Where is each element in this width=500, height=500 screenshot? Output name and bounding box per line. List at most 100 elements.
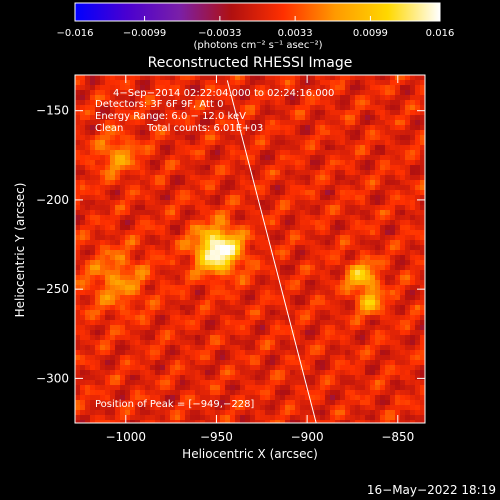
heatmap-cell [90,215,95,220]
heatmap-cell [415,170,420,175]
heatmap-cell [175,230,180,235]
heatmap-cell [410,205,415,210]
heatmap-cell [225,185,230,190]
heatmap-cell [325,360,330,365]
heatmap-cell [215,305,220,310]
heatmap-cell [315,315,320,320]
heatmap-cell [265,250,270,255]
heatmap-cell [190,365,195,370]
heatmap-cell [390,160,395,165]
heatmap-cell [140,390,145,395]
heatmap-cell [140,420,145,423]
heatmap-cell [130,325,135,330]
heatmap-cell [145,320,150,325]
heatmap-cell [215,335,220,340]
heatmap-cell [200,270,205,275]
heatmap-cell [200,125,205,130]
heatmap-cell [365,410,370,415]
heatmap-cell [125,305,130,310]
heatmap-cell [135,165,140,170]
heatmap-cell [400,330,405,335]
heatmap-cell [140,230,145,235]
heatmap-cell [160,420,165,423]
heatmap-cell [180,290,185,295]
heatmap-cell [325,300,330,305]
heatmap-cell [390,85,395,90]
heatmap-cell [130,265,135,270]
heatmap-cell [225,165,230,170]
heatmap-cell [410,270,415,275]
heatmap-cell [185,120,190,125]
heatmap-cell [350,395,355,400]
heatmap-cell [150,335,155,340]
heatmap-cell [125,420,130,423]
heatmap-cell [190,150,195,155]
heatmap-cell [135,155,140,160]
heatmap-cell [90,335,95,340]
heatmap-cell [210,210,215,215]
heatmap-cell [235,210,240,215]
heatmap-cell [195,125,200,130]
heatmap-cell [260,135,265,140]
heatmap-cell [300,180,305,185]
heatmap-cell [375,225,380,230]
heatmap-cell [120,255,125,260]
heatmap-cell [385,310,390,315]
heatmap-cell [265,315,270,320]
heatmap-cell [130,225,135,230]
heatmap-cell [240,420,245,423]
heatmap-cell [200,265,205,270]
heatmap-cell [80,110,85,115]
heatmap-cell [240,140,245,145]
heatmap-cell [340,265,345,270]
heatmap-cell [225,170,230,175]
heatmap-cell [420,385,425,390]
heatmap-cell [325,115,330,120]
heatmap-cell [105,320,110,325]
heatmap-cell [220,265,225,270]
heatmap-cell [180,355,185,360]
heatmap-cell [355,90,360,95]
heatmap-cell [170,155,175,160]
heatmap-cell [255,380,260,385]
heatmap-cell [125,90,130,95]
heatmap-cell [145,75,150,80]
heatmap-cell [195,255,200,260]
heatmap-cell [340,350,345,355]
heatmap-cell [75,110,80,115]
heatmap-cell [275,120,280,125]
heatmap-cell [420,185,425,190]
heatmap-cell [315,275,320,280]
heatmap-cell [220,235,225,240]
heatmap-cell [100,115,105,120]
heatmap-cell [85,160,90,165]
heatmap-cell [175,165,180,170]
heatmap-cell [340,400,345,405]
heatmap-cell [360,110,365,115]
heatmap-cell [290,245,295,250]
heatmap-cell [80,200,85,205]
heatmap-cell [135,130,140,135]
heatmap-cell [380,310,385,315]
heatmap-cell [90,250,95,255]
heatmap-cell [175,375,180,380]
heatmap-cell [230,140,235,145]
heatmap-cell [95,315,100,320]
heatmap-cell [205,355,210,360]
heatmap-cell [360,305,365,310]
heatmap-cell [385,115,390,120]
heatmap-cell [405,295,410,300]
heatmap-cell [325,255,330,260]
heatmap-cell [80,210,85,215]
heatmap-cell [245,385,250,390]
heatmap-cell [305,215,310,220]
heatmap-cell [155,415,160,420]
heatmap-cell [345,415,350,420]
heatmap-cell [415,375,420,380]
heatmap-cell [160,130,165,135]
heatmap-cell [120,275,125,280]
heatmap-cell [375,280,380,285]
heatmap-cell [415,100,420,105]
heatmap-cell [415,390,420,395]
heatmap-cell [405,80,410,85]
